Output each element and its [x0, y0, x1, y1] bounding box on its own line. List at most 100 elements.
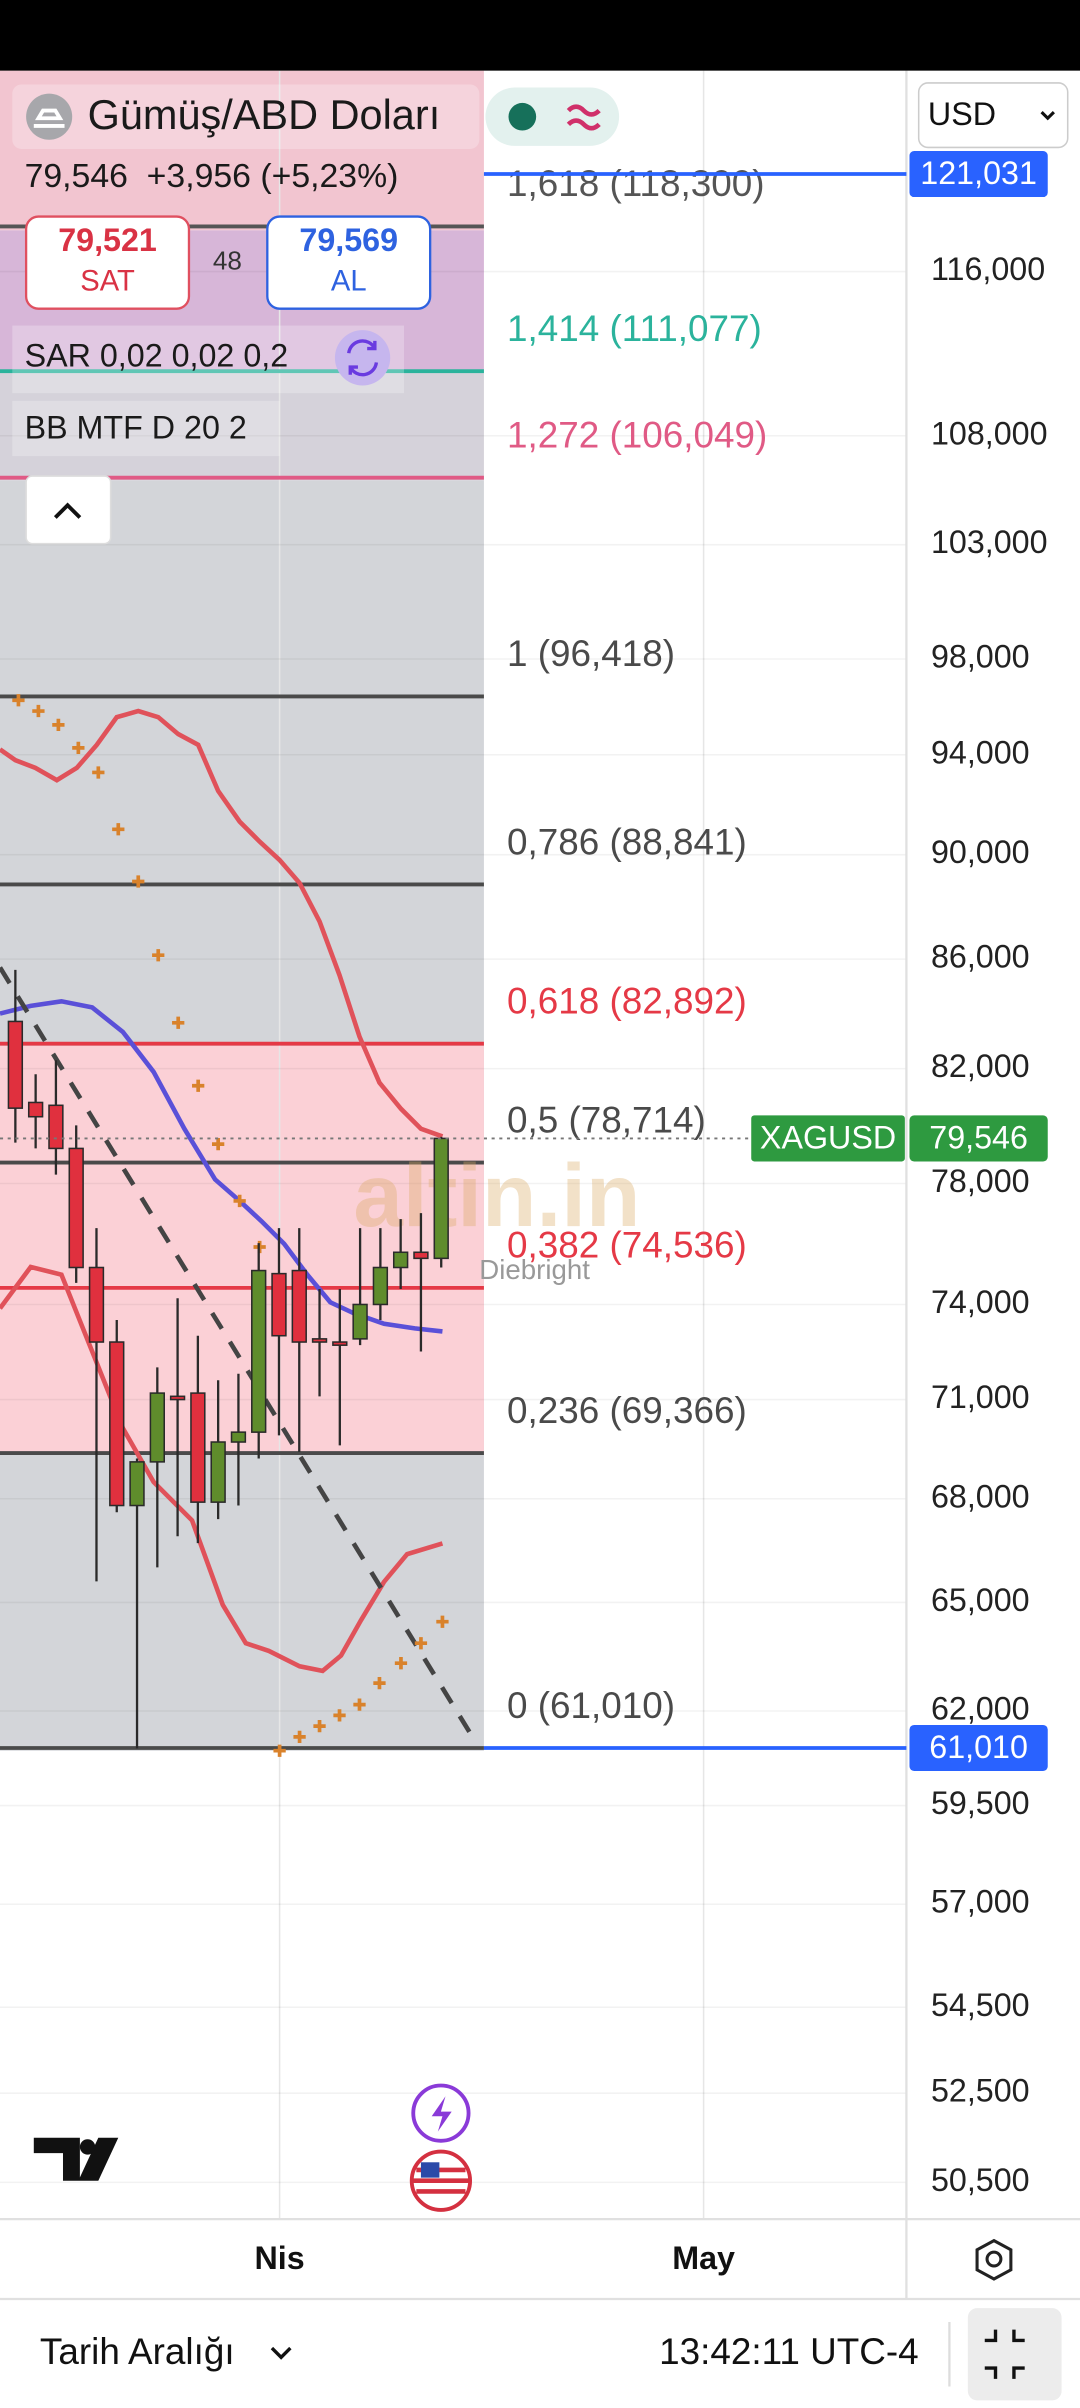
fib-level-label: 0,382 (74,536) — [507, 1225, 747, 1266]
candle-body — [27, 1101, 44, 1118]
y-tick-label: 74,000 — [931, 1284, 1030, 1320]
candle-body — [433, 1137, 449, 1260]
fib-level-label: 1,414 (111,077) — [507, 308, 762, 349]
candle-body — [48, 1104, 64, 1150]
candle-body — [392, 1251, 409, 1269]
price-tag — [909, 1115, 1048, 1162]
sar-dot — [436, 1615, 449, 1628]
currency-label: USD — [928, 96, 996, 132]
sar-dot — [92, 766, 105, 779]
fib-level-label: 0 (61,010) — [507, 1685, 675, 1726]
y-tick-label: 54,500 — [931, 1987, 1030, 2023]
x-tick-label: Nis — [255, 2240, 305, 2276]
collapse-button[interactable] — [25, 475, 112, 545]
events-icon — [431, 2096, 452, 2132]
fib-level-label: 0,786 (88,841) — [507, 821, 747, 862]
symbol-tag-label: XAGUSD — [760, 1119, 896, 1155]
price-tag — [909, 1724, 1048, 1772]
spread: 48 — [213, 246, 242, 276]
sar-dot — [52, 718, 65, 731]
x-tick-label: May — [672, 2240, 735, 2276]
y-tick-label: 65,000 — [931, 1582, 1030, 1618]
fib-level-label: 0,236 (69,366) — [507, 1390, 747, 1431]
settings-button[interactable] — [975, 2238, 1013, 2281]
candle-body — [190, 1392, 206, 1503]
price-tag-label: 121,031 — [920, 155, 1037, 191]
currency-select[interactable] — [917, 82, 1069, 149]
indicator-label: BB MTF D 20 2 — [25, 410, 247, 446]
collapse-icon — [53, 502, 82, 519]
sar-dot — [12, 694, 25, 707]
candle-body — [332, 1341, 348, 1346]
sell-label: SAT — [80, 265, 135, 297]
candle-body — [149, 1392, 165, 1463]
candle-body — [352, 1303, 368, 1340]
y-tick-label: 59,500 — [931, 1785, 1030, 1821]
quote: 79,546 +3,956 (+5,23%) — [25, 157, 399, 195]
y-tick-label: 116,000 — [931, 251, 1045, 287]
y-tick-label: 90,000 — [931, 834, 1030, 870]
title: Gümüş/ABD Doları — [88, 91, 441, 138]
candle-body — [291, 1269, 307, 1343]
y-tick-label: 71,000 — [931, 1379, 1030, 1415]
sar-dot — [273, 1744, 286, 1757]
sar-dot — [233, 1194, 246, 1208]
sar-dot — [192, 1079, 205, 1092]
y-tick-label: 98,000 — [931, 639, 1030, 675]
fib-level-label: 1,272 (106,049) — [507, 414, 767, 455]
y-tick-label: 78,000 — [931, 1163, 1030, 1199]
title-box — [12, 84, 480, 149]
sar-dot — [293, 1730, 306, 1744]
candle-body — [68, 1147, 84, 1269]
symbol-icon-glyph — [33, 108, 65, 128]
date-range-chevron — [270, 2346, 292, 2360]
y-tick-label: 94,000 — [931, 734, 1030, 770]
buy-button[interactable] — [266, 215, 432, 310]
buy-price: 79,569 — [299, 222, 398, 258]
candle-body — [7, 1020, 24, 1109]
sar-dot — [112, 823, 125, 836]
y-tick-label: 57,000 — [931, 1884, 1030, 1920]
date-range-button[interactable]: Tarih Aralığı — [40, 2331, 235, 2372]
sar-dot — [132, 875, 145, 888]
y-tick-label: 82,000 — [931, 1048, 1030, 1084]
status-dot — [508, 102, 537, 131]
sar-dot — [152, 949, 165, 962]
sar-dot — [353, 1698, 366, 1711]
sar-dot — [373, 1677, 386, 1690]
candle-body — [311, 1338, 328, 1343]
price-tag — [909, 150, 1048, 198]
indicator-label: SAR 0,02 0,02 0,2 — [25, 337, 289, 373]
fib-level-label: 0,618 (82,892) — [507, 981, 747, 1022]
candle-body — [413, 1251, 429, 1260]
fullscreen-button[interactable] — [967, 2308, 1062, 2401]
settings-icon-hole — [985, 2250, 1003, 2268]
candle-body — [271, 1272, 287, 1337]
candle-body — [109, 1341, 125, 1507]
candle-body — [88, 1266, 105, 1343]
y-tick-label: 68,000 — [931, 1478, 1030, 1514]
panel-zone — [0, 70, 484, 231]
indicator-box — [12, 400, 280, 457]
sar-dot — [313, 1720, 326, 1733]
sar-dot — [394, 1657, 408, 1670]
candle-body — [372, 1266, 389, 1306]
buy-label: AL — [331, 265, 367, 297]
refresh-button[interactable] — [334, 330, 391, 386]
tv-logo — [33, 2137, 119, 2181]
time-axis — [0, 2219, 1080, 2408]
y-tick-label: 62,000 — [931, 1691, 1030, 1727]
y-tick-label: 86,000 — [931, 939, 1030, 975]
price-tag-label: 61,010 — [929, 1729, 1028, 1765]
candle-body — [169, 1395, 186, 1401]
sell-price: 79,521 — [58, 222, 157, 258]
status-pill[interactable] — [485, 87, 620, 146]
watermark: altin.in — [353, 1145, 640, 1245]
sell-button[interactable] — [24, 215, 191, 310]
sar-dot — [212, 1137, 225, 1151]
y-tick-label: 52,500 — [931, 2073, 1030, 2109]
bb-lower — [0, 1264, 444, 1674]
clock: 13:42:11 UTC-4 — [659, 2331, 919, 2372]
y-tick-label: 108,000 — [931, 415, 1048, 451]
tv-logo-dot — [79, 2139, 96, 2155]
